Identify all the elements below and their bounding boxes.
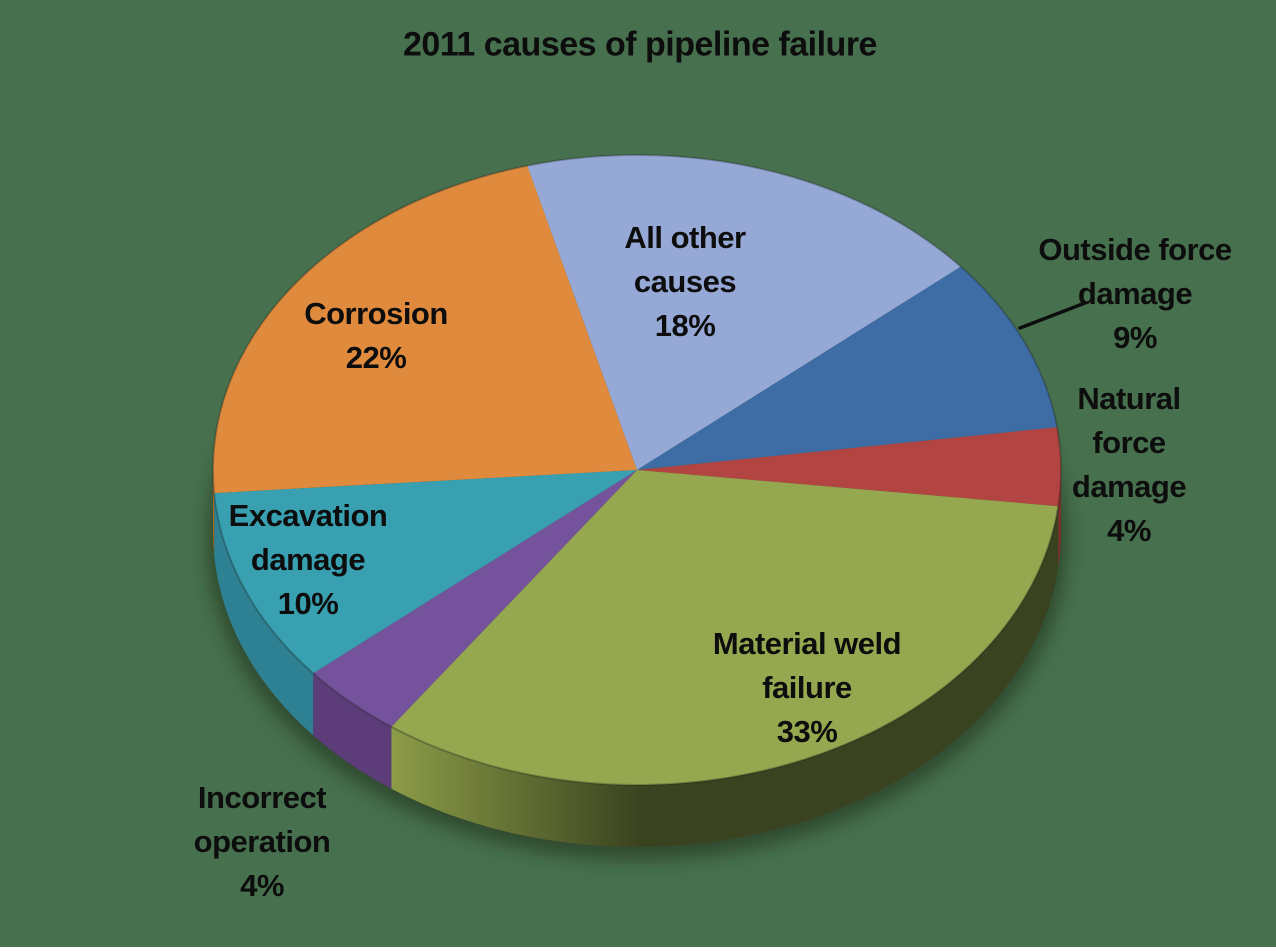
slice-label-incorrect-operation: Incorrect operation 4% (194, 776, 331, 908)
slice-label-line: Incorrect (197, 780, 327, 815)
chart-title: 2011 causes of pipeline failure (403, 25, 877, 64)
pie-slice-material-weld-failure (391, 470, 1059, 786)
pie-slice-incorrect-operation (313, 470, 637, 727)
pie-rim-outline (212, 154, 1062, 786)
slice-label-outside-force-damage: Outside force damage 9% (1038, 228, 1232, 360)
slice-label-line: damage (1071, 469, 1187, 504)
pie-slice-corrosion (213, 165, 637, 494)
slice-label-line: 33% (776, 714, 838, 749)
pie-side-material-weld-failure (391, 506, 1059, 848)
leader-line-outside-force-damage (1018, 301, 1087, 330)
slice-label-material-weld-failure: Material weld failure 33% (712, 622, 902, 754)
pie-side-natural-force-damage (1058, 470, 1061, 569)
slice-label-line: Natural (1077, 381, 1181, 416)
pie-side-excavation-damage (214, 493, 314, 736)
slice-label-line: Excavation (228, 498, 388, 533)
slice-label-line: 22% (345, 340, 407, 375)
slice-label-line: damage (250, 542, 366, 577)
slice-label-line: force (1092, 425, 1166, 460)
pie-slice-all-other-causes (527, 154, 961, 470)
pie-side-incorrect-operation (313, 673, 392, 789)
slice-label-line: 4% (1107, 513, 1151, 548)
slice-label-excavation-damage: Excavation damage 10% (229, 494, 388, 626)
slice-label-line: 18% (654, 308, 716, 343)
slice-label-line: 9% (1113, 320, 1157, 355)
slice-label-line: damage (1077, 276, 1193, 311)
slice-label-line: operation (193, 824, 331, 859)
pie-side-corrosion (213, 470, 215, 556)
slice-label-natural-force-damage: Natural force damage 4% (1071, 377, 1187, 553)
slice-label-line: Corrosion (304, 296, 448, 331)
slice-label-line: causes (633, 264, 737, 299)
pie-slice-natural-force-damage (637, 427, 1062, 507)
slice-label-line: Material weld (712, 626, 902, 661)
slice-label-line: 4% (240, 868, 284, 903)
pie-slice-outside-force-damage (637, 266, 1058, 470)
slice-label-corrosion: Corrosion 22% (304, 292, 448, 380)
bottom-edge (0, 947, 1276, 951)
slice-label-line: 10% (277, 586, 339, 621)
slice-label-line: failure (762, 670, 852, 705)
pie-slice-excavation-damage (214, 470, 637, 674)
slice-label-line: All other (624, 220, 746, 255)
slice-label-all-other-causes: All other causes 18% (624, 216, 746, 348)
slice-label-line: Outside force (1038, 232, 1232, 267)
